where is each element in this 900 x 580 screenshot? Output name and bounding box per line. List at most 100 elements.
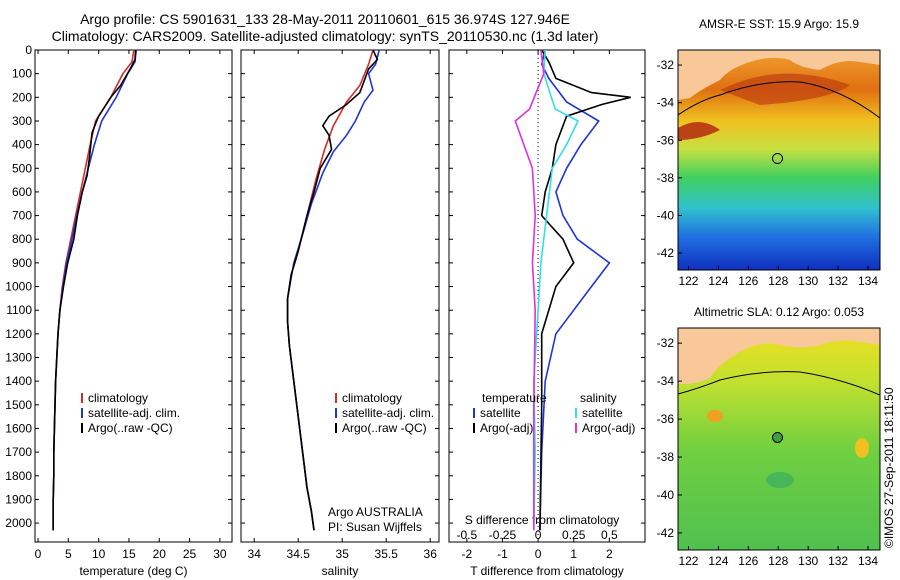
y-tick-label: 500 (12, 161, 32, 175)
x-tick-label: 5 (65, 547, 72, 561)
map-lon-label: 126 (738, 554, 758, 568)
y-tick-label: 900 (12, 256, 32, 270)
map-lat-label: -38 (657, 171, 675, 185)
map-lon-label: 132 (828, 274, 848, 288)
x-tick-label: 1 (570, 547, 577, 561)
map-lon-label: 132 (828, 554, 848, 568)
sst-map (678, 50, 880, 270)
legend-title-salinity: salinity (580, 391, 617, 405)
s-tick-label: 0.25 (562, 528, 586, 542)
s-tick-label: -0.25 (489, 528, 517, 542)
sla-float-marker (772, 432, 783, 443)
salinity-panel: 34 34.5 35 35.5 36 salinity climatologysatelli… (240, 49, 440, 578)
legend-entry: climatology (342, 391, 402, 405)
sst-map-frame (677, 49, 881, 271)
map-lon-label: 122 (678, 274, 698, 288)
y-tick-label: 1000 (5, 280, 32, 294)
s-axis-label: S difference from climatology (465, 513, 620, 527)
plot-frame (34, 49, 233, 543)
sst-float-marker (772, 153, 783, 164)
x-tick-label: 25 (183, 547, 197, 561)
y-tick-label: 1200 (5, 327, 32, 341)
y-tick-label: 1700 (5, 445, 32, 459)
map-lon-label: 122 (678, 554, 698, 568)
series-line-climatology (52, 49, 135, 531)
map-lat-label: -40 (657, 488, 675, 502)
x-tick-label: 20 (153, 547, 167, 561)
x-tick-label: 34.5 (287, 547, 311, 561)
legend-entry: Argo(..raw -QC) (342, 421, 427, 435)
sst-contour (678, 81, 880, 119)
copyright-stamp: ©IMOS 27-Sep-2011 18:11:50 (882, 387, 896, 549)
y-tick-label: 0 (25, 43, 32, 57)
x-tick-label: 35.5 (375, 547, 399, 561)
sla-high-patch-2 (855, 438, 869, 458)
map-lon-label: 134 (858, 554, 878, 568)
x-axis-label: temperature (deg C) (79, 564, 187, 578)
legend-entry: Argo(-adj) (582, 421, 635, 435)
x-tick-label: -1 (497, 547, 508, 561)
credit-text: Argo AUSTRALIA (328, 505, 423, 519)
x-axis-label: salinity (322, 564, 359, 578)
y-tick-label: 1900 (5, 492, 32, 506)
map-lon-label: 130 (798, 554, 818, 568)
sla-low-patch (766, 472, 794, 488)
legend-entry: satellite-adj. clim. (88, 406, 180, 420)
map-lat-label: -42 (657, 526, 675, 540)
y-tick-label: 1800 (5, 469, 32, 483)
legend-entry: satellite (582, 406, 623, 420)
sst-warm-patch (678, 121, 720, 140)
sla-contour (678, 371, 880, 396)
map-lat-label: -32 (657, 58, 675, 72)
x-tick-label: -2 (461, 547, 472, 561)
s-tick-label: 0 (535, 528, 542, 542)
map-lat-label: -40 (657, 208, 675, 222)
x-tick-label: 10 (92, 547, 106, 561)
sla-map-frame (677, 327, 881, 551)
credit-text: PI: Susan Wijffels (328, 520, 422, 534)
sst-map-title: AMSR-E SST: 15.9 Argo: 15.9 (699, 17, 859, 31)
map-lon-label: 124 (708, 554, 728, 568)
figure-title-line-2: Climatology: CARS2009. Satellite-adjuste… (51, 28, 599, 44)
sla-map-title: Altimetric SLA: 0.12 Argo: 0.053 (694, 305, 864, 319)
legend-entry: satellite-adj. clim. (342, 406, 434, 420)
plot-frame (448, 49, 646, 543)
map-lat-label: -38 (657, 450, 675, 464)
y-tick-label: 1500 (5, 398, 32, 412)
legend-entry: satellite (480, 406, 521, 420)
temperature-panel: 0100200300400500600700800900100011001200… (5, 43, 233, 578)
x-axis-label: T difference from climatology (470, 564, 624, 578)
y-tick-label: 1100 (6, 303, 32, 317)
map-lon-label: 130 (798, 274, 818, 288)
y-tick-label: 1600 (5, 421, 32, 435)
legend-entry: climatology (88, 391, 148, 405)
map-lat-label: -32 (657, 336, 675, 350)
x-tick-label: 0 (535, 547, 542, 561)
map-lon-label: 128 (768, 554, 788, 568)
map-lon-label: 124 (708, 274, 728, 288)
series-line-argo (539, 49, 631, 531)
map-lon-label: 134 (858, 274, 878, 288)
map-lon-label: 126 (738, 274, 758, 288)
legend-entry: Argo(..raw -QC) (88, 421, 173, 435)
y-tick-label: 1400 (5, 374, 32, 388)
series-line-climatology (286, 49, 374, 531)
x-tick-label: 35 (336, 547, 350, 561)
map-lat-label: -42 (657, 246, 675, 260)
series-line-satellite (539, 49, 611, 531)
figure-title-line-1: Argo profile: CS 5901631_133 28-May-2011… (80, 11, 570, 27)
y-tick-label: 600 (12, 185, 32, 199)
legend-entry: Argo(-adj) (480, 421, 533, 435)
y-tick-label: 300 (12, 114, 32, 128)
x-tick-label: 36 (424, 547, 438, 561)
x-tick-label: 2 (606, 547, 613, 561)
y-tick-label: 100 (12, 67, 32, 81)
y-tick-label: 2000 (5, 516, 32, 530)
sla-land (678, 328, 880, 385)
x-tick-label: 0 (35, 547, 42, 561)
map-lat-label: -34 (657, 96, 675, 110)
x-tick-label: 15 (122, 547, 136, 561)
series-line-satellite (286, 49, 380, 531)
map-lat-label: -36 (657, 412, 675, 426)
x-tick-label: 34 (248, 547, 262, 561)
